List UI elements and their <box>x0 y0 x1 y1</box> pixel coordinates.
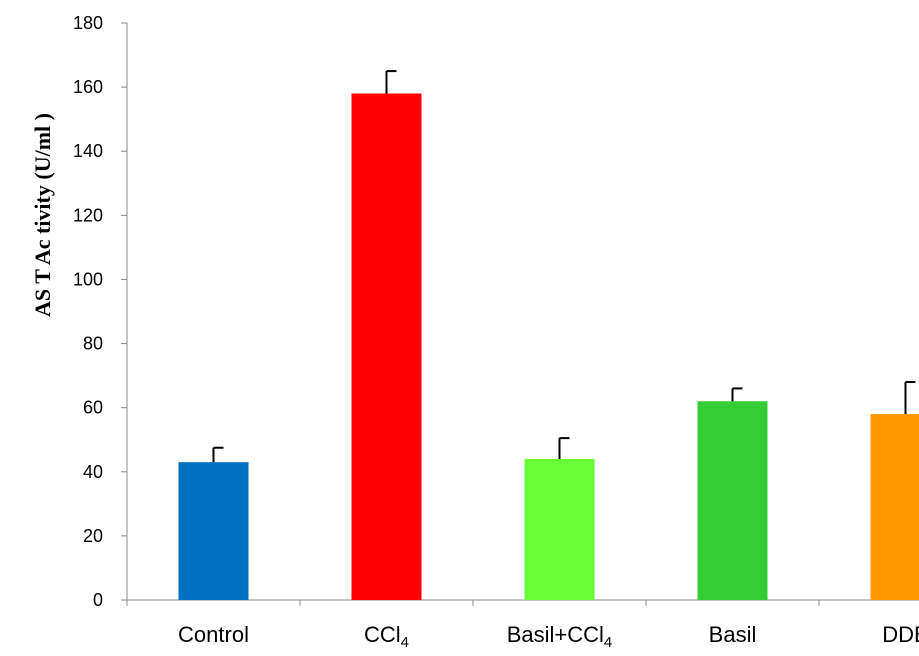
y-tick-label: 0 <box>93 590 103 610</box>
bars <box>178 93 919 601</box>
y-axis: 0 20 40 60 80 100 120 140 160 180 <box>73 13 128 610</box>
y-tick-label: 40 <box>83 462 103 482</box>
x-category-subscript: 4 <box>604 634 612 651</box>
x-category-label-text: CCl <box>364 622 401 647</box>
x-category-label-text: DDB <box>882 622 919 647</box>
x-category-label-text: Control <box>178 622 249 647</box>
bar <box>178 462 249 600</box>
bar <box>524 458 595 600</box>
y-tick-label: 120 <box>73 205 103 225</box>
y-tick-label: 20 <box>83 526 103 546</box>
error-bars <box>212 70 916 463</box>
bar <box>870 414 919 600</box>
bar <box>697 401 768 600</box>
y-tick-label: 80 <box>83 334 103 354</box>
y-tick-label: 140 <box>73 141 103 161</box>
y-axis-title: AS T Ac tivity (U/ml ) <box>30 113 55 317</box>
y-tick-label: 160 <box>73 77 103 97</box>
x-category-label: Control <box>178 622 249 647</box>
x-category-label-text: Basil <box>709 622 757 647</box>
x-category-label: DDB <box>882 622 919 647</box>
x-category-label: Basil+CCl4 <box>507 622 613 651</box>
x-category-label: CCl4 <box>364 622 409 651</box>
y-tick-label: 100 <box>73 269 103 289</box>
y-tick-label: 180 <box>73 13 103 33</box>
x-category-subscript: 4 <box>401 634 409 651</box>
y-tick-label: 60 <box>83 398 103 418</box>
bar <box>351 93 422 601</box>
x-category-label-text: Basil+CCl <box>507 622 604 647</box>
x-category-label: Basil <box>709 622 757 647</box>
x-axis <box>126 599 919 606</box>
